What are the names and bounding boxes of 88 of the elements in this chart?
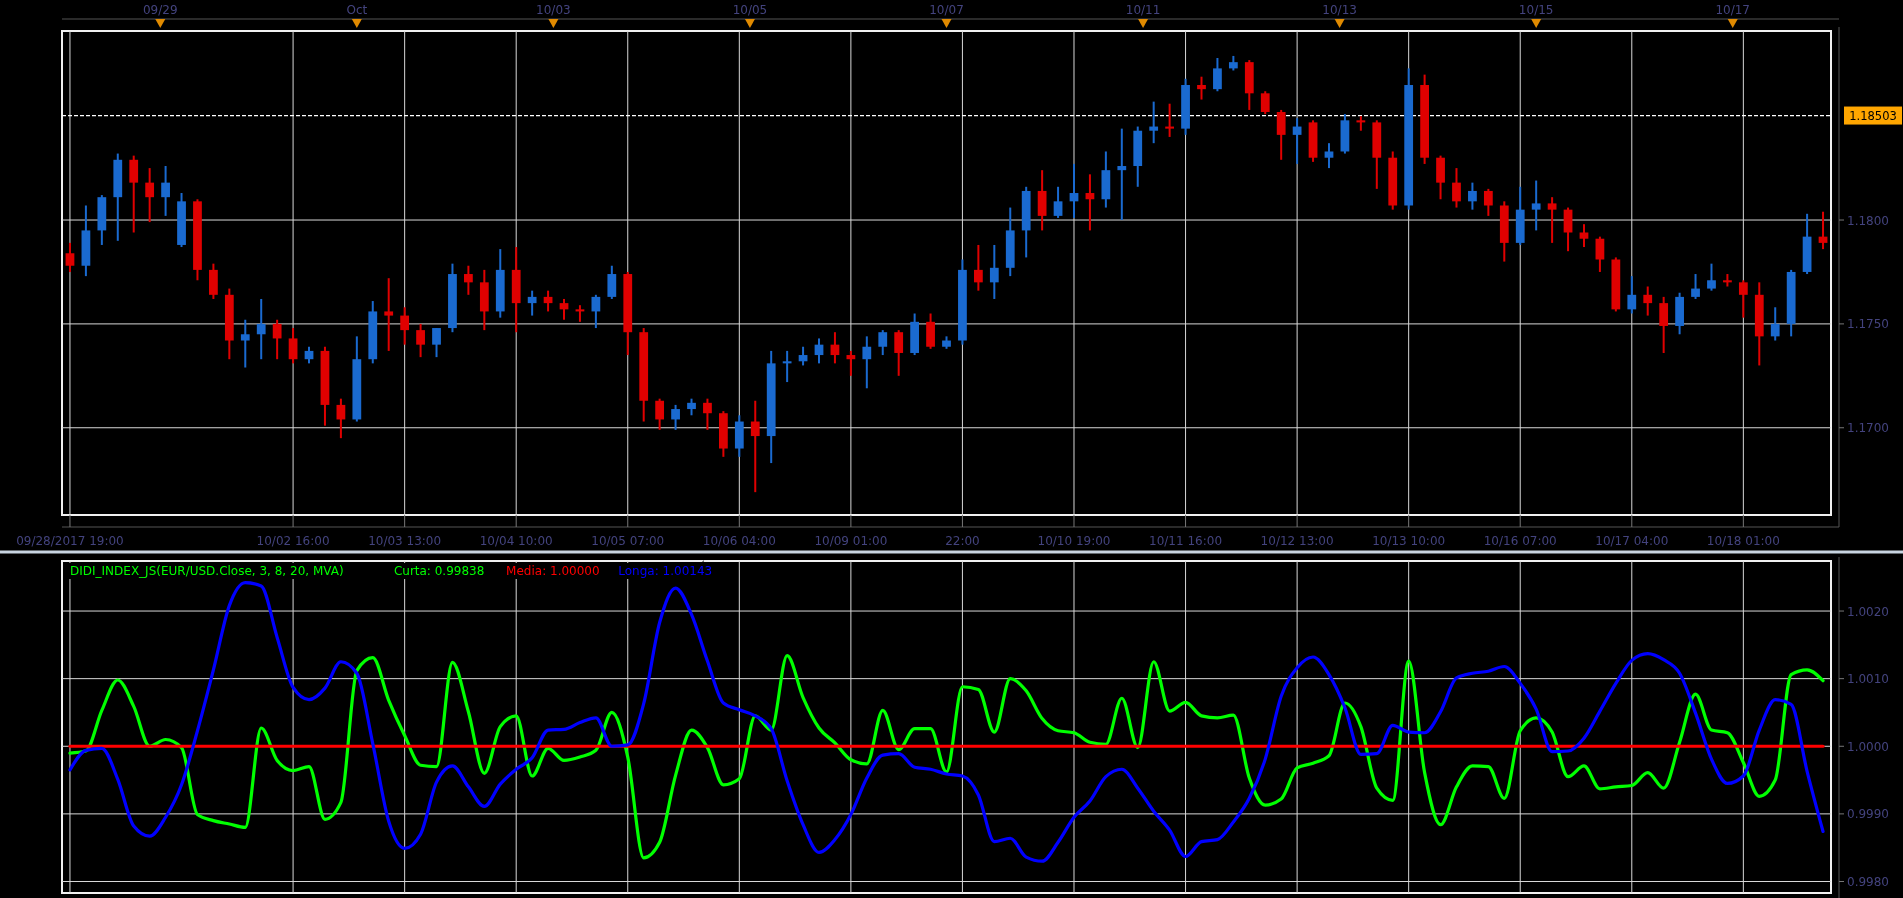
candlestick (1213, 57, 1222, 93)
y-tick-label: 0.9990 (1847, 807, 1889, 822)
candlestick (1483, 187, 1493, 217)
x-tick-label: 10/10 19:00 (1037, 534, 1111, 548)
candlestick (1260, 90, 1270, 116)
text: Media: 1.00000 (506, 564, 600, 578)
y-tick-label: 1.1800 (1847, 213, 1889, 228)
text: 10/07 (929, 3, 964, 17)
line-series (68, 581, 1825, 863)
x-tick-label: 10/06 04:00 (702, 534, 776, 548)
candlestick (145, 167, 155, 224)
text: 09/29 (142, 3, 178, 17)
x-tick-label: 10/02 16:00 (256, 534, 330, 548)
candlestick (1324, 142, 1334, 170)
text: 10/13 (1322, 3, 1357, 17)
text: 10/05 (732, 3, 768, 17)
candlestick (384, 277, 394, 352)
candlestick (846, 349, 856, 377)
text: 10/17 (1715, 3, 1751, 17)
candlestick (989, 243, 999, 300)
y-tick-label: 0.9980 (1847, 875, 1889, 890)
candlestick (272, 318, 282, 361)
candlestick (1165, 102, 1174, 138)
text: Curta: 0.99838 (393, 564, 485, 578)
x-tick-label: 22:00 (945, 534, 980, 548)
candlestick (1627, 275, 1637, 315)
candlestick (671, 403, 680, 431)
candlestick (1770, 306, 1780, 342)
candlestick (1707, 262, 1716, 292)
x-tick-label: 10/12 13:00 (1260, 534, 1334, 548)
candlestick (1356, 115, 1366, 132)
candlestick (1643, 285, 1653, 317)
y-tick-label: 1.0000 (1847, 739, 1889, 754)
y-tick-label: 1.0010 (1847, 672, 1889, 687)
x-tick-label: 10/17 04:00 (1595, 534, 1669, 548)
candlestick (1276, 108, 1286, 161)
y-tick-label: 1.0020 (1847, 604, 1889, 619)
candlestick (256, 297, 266, 361)
candlestick (288, 327, 298, 365)
candlestick (129, 154, 139, 234)
candlestick (527, 289, 537, 317)
candlestick (400, 306, 410, 346)
candlestick (750, 399, 760, 494)
ref-line-label: 1.18503 (1849, 109, 1897, 124)
x-tick-label: 10/04 10:00 (479, 534, 553, 548)
x-tick-label: 10/03 13:00 (368, 534, 442, 548)
x-tick-label: 10/05 07:00 (591, 534, 665, 548)
series-label: Longa: 1.00143 (618, 564, 713, 578)
line-series (68, 654, 1825, 860)
text: 10/15 (1518, 3, 1554, 17)
candlestick (703, 397, 712, 431)
x-tick-label: 10/09 01:00 (814, 534, 888, 548)
candlestick (432, 327, 441, 359)
candlestick (782, 349, 792, 384)
candlestick (1053, 185, 1063, 219)
candlestick (894, 329, 904, 377)
candlestick (1691, 273, 1700, 300)
y-tick-label: 1.1750 (1847, 317, 1889, 332)
candlestick (1468, 181, 1477, 211)
candlestick (655, 397, 665, 431)
x-tick-label: 10/16 07:00 (1483, 534, 1557, 548)
candlestick (1452, 167, 1461, 209)
text: Oct (346, 3, 368, 17)
candlestick (1659, 295, 1669, 354)
candlestick (878, 329, 888, 357)
candlestick (973, 243, 983, 292)
candlestick (161, 165, 170, 217)
candlestick (1197, 75, 1206, 101)
candlestick (1117, 127, 1127, 222)
candlestick (607, 264, 617, 300)
chart-title: DIDI_INDEX_JS(EUR/USD.Close, 3, 8, 20, MVA) (70, 564, 344, 578)
candlestick (1149, 100, 1159, 145)
x-tick-label: 10/11 16:00 (1149, 534, 1223, 548)
candlestick (1579, 223, 1589, 249)
x-tick-label: 09/28/2017 19:00 (16, 534, 124, 548)
text: 10/03 (536, 3, 571, 17)
candlestick (1738, 279, 1748, 319)
x-tick-label: 10/18 01:00 (1706, 534, 1780, 548)
y-tick-label: 1.1700 (1847, 421, 1889, 436)
candlestick (862, 335, 872, 390)
candlestick (464, 264, 473, 296)
candlestick (1547, 196, 1557, 244)
text: 10/11 (1125, 3, 1161, 17)
candlestick (65, 241, 75, 273)
candlestick (240, 318, 250, 369)
x-tick-label: 10/13 10:00 (1372, 534, 1446, 548)
candlestick (416, 322, 425, 359)
candlestick (1531, 179, 1541, 232)
